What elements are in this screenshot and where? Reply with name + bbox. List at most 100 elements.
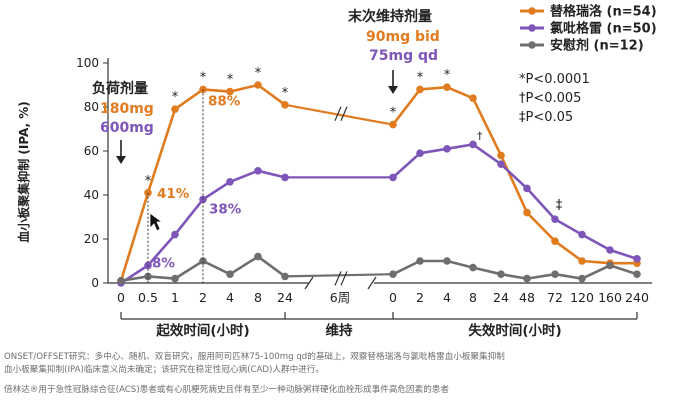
significance-key: ‡P<0.05 <box>519 110 573 125</box>
phase-label: 维持 <box>326 322 353 339</box>
data-point <box>254 252 262 261</box>
phase-label: 失效时间(小时) <box>468 322 561 339</box>
data-point <box>523 208 531 217</box>
series-line <box>392 259 638 280</box>
data-point <box>389 120 397 129</box>
footnote-indication: 倍林达®用于急性冠脉综合征(ACS)患者或有心肌梗死病史且伴有至少一种动脉粥样硬… <box>4 385 449 395</box>
data-point <box>281 272 289 281</box>
value-label: 8% <box>152 255 175 271</box>
series-line-bridge <box>284 103 394 126</box>
data-point <box>226 87 234 96</box>
data-point <box>281 173 289 182</box>
y-tick-label: 20 <box>84 232 99 246</box>
value-label: 38% <box>209 201 242 217</box>
data-point <box>199 85 207 94</box>
line-break-mark <box>340 106 348 121</box>
data-point <box>226 270 234 279</box>
data-point <box>578 257 586 265</box>
maintenance-dose-ticagrelor: 90mg bid <box>366 29 440 45</box>
data-point <box>416 149 424 157</box>
data-point <box>171 274 179 283</box>
axis-break-mark <box>304 276 314 290</box>
x-tick-label: 48 <box>519 290 535 305</box>
loading-dose-ticagrelor: 180mg <box>100 101 154 117</box>
data-point <box>443 83 451 91</box>
data-point <box>389 173 397 182</box>
data-point <box>199 257 207 265</box>
x-tick-label: 72 <box>547 290 563 305</box>
x-tick-label: 24 <box>277 290 293 305</box>
data-point <box>578 274 586 283</box>
loading-dose-arrowhead <box>116 156 126 164</box>
value-label: 41% <box>157 186 190 202</box>
loading-dose-title: 负荷剂量 <box>92 80 148 97</box>
maintenance-dose-clopidogrel: 75mg qd <box>369 48 438 64</box>
significance-marker: * <box>255 66 262 81</box>
data-point <box>497 160 505 168</box>
significance-marker: * <box>282 86 289 101</box>
y-tick-label: 80 <box>84 100 99 114</box>
x-tick-label: 160 <box>598 290 622 305</box>
data-point <box>443 257 451 265</box>
x-tick-label: 4 <box>226 290 234 305</box>
axis-break-mark <box>367 276 377 290</box>
significance-marker: * <box>172 90 179 105</box>
x-tick-label: 0 <box>389 290 397 305</box>
maintenance-dose-title: 末次维持剂量 <box>348 8 432 25</box>
legend-entry: 氯吡格雷 (n=50) <box>550 21 657 37</box>
data-point <box>171 230 179 239</box>
maintenance-dose-arrowhead <box>388 86 398 94</box>
x-tick-label: 8 <box>254 290 262 305</box>
data-point <box>551 215 559 223</box>
data-point <box>523 274 531 283</box>
x-tick-label: 0.5 <box>138 290 158 305</box>
x-tick-label: 4 <box>443 290 451 305</box>
y-axis-label: 血小板聚集抑制 (IPA, %) <box>16 101 31 243</box>
data-point <box>469 263 477 272</box>
line-break-mark <box>340 271 348 286</box>
data-point <box>497 151 505 160</box>
value-label: 88% <box>208 93 241 109</box>
data-point <box>226 178 234 186</box>
data-point <box>469 140 477 149</box>
data-point <box>523 184 531 193</box>
significance-marker: * <box>417 70 424 85</box>
legend-entry: 替格瑞洛 (n=54) <box>550 4 657 20</box>
loading-dose-clopidogrel: 600mg <box>100 120 154 136</box>
legend-marker <box>528 41 536 49</box>
x-tick-label: 24 <box>493 290 509 305</box>
y-tick-label: 40 <box>84 188 99 202</box>
x-tick-label: 2 <box>416 290 424 305</box>
data-point <box>254 167 262 175</box>
x-tick-label: 2 <box>199 290 207 305</box>
series-line <box>392 143 638 261</box>
data-point <box>469 94 477 102</box>
footnote-study-design: ONSET/OFFSET研究：多中心、随机、双盲研究，服用阿司匹林75-100m… <box>4 352 505 362</box>
line-break-mark <box>334 271 342 286</box>
legend-entry: 安慰剂 (n=12) <box>550 38 644 54</box>
series-line <box>391 85 637 265</box>
data-point <box>416 257 424 265</box>
line-break-mark <box>334 106 342 121</box>
data-point <box>281 101 289 109</box>
data-point <box>117 277 125 285</box>
y-tick-label: 100 <box>76 56 99 70</box>
data-point <box>443 145 451 153</box>
x-tick-label: 8 <box>469 290 477 305</box>
mouse-cursor-icon <box>149 212 164 232</box>
data-point <box>578 230 586 239</box>
data-point <box>606 261 614 270</box>
y-tick-label: 0 <box>91 276 99 290</box>
data-point <box>551 270 559 279</box>
significance-marker: * <box>145 174 152 189</box>
footnote-ipa-significance: 血小板聚集抑制(IPA)临床意义尚未确定；该研究在稳定性冠心病(CAD)人群中进… <box>4 365 324 375</box>
legend-marker <box>528 7 536 15</box>
x-tick-label: 1 <box>171 290 179 305</box>
data-point <box>254 81 262 89</box>
x-tick-label: 120 <box>570 290 594 305</box>
significance-marker: † <box>477 129 483 142</box>
significance-key: †P<0.005 <box>519 91 581 106</box>
data-point <box>633 254 641 263</box>
data-point <box>171 105 179 113</box>
